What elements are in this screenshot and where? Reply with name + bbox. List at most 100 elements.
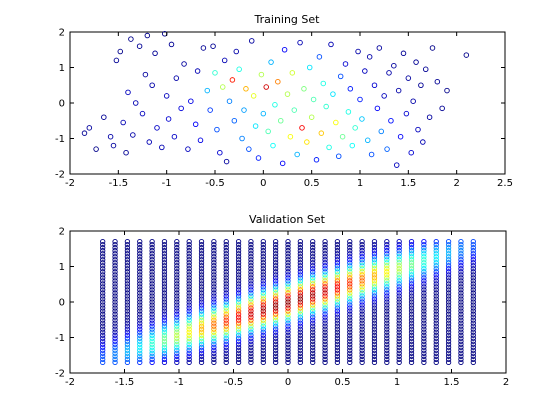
data-point: [359, 281, 365, 287]
data-point: [100, 242, 106, 248]
data-point: [137, 299, 143, 305]
data-point: [198, 323, 205, 329]
data-point: [318, 130, 325, 136]
data-point: [445, 293, 452, 299]
data-point: [470, 329, 476, 335]
data-point: [310, 278, 316, 284]
data-point: [396, 257, 402, 263]
x-tick-label: 1: [394, 377, 400, 388]
data-point: [359, 332, 365, 338]
data-point: [223, 308, 229, 314]
data-point: [149, 347, 155, 353]
data-point: [334, 293, 341, 299]
data-point: [112, 317, 118, 323]
data-point: [347, 281, 353, 287]
data-point: [297, 311, 303, 317]
data-point: [112, 284, 118, 290]
data-point: [470, 290, 476, 296]
data-point: [112, 344, 118, 350]
data-point: [297, 269, 303, 275]
data-point: [174, 248, 180, 254]
data-point: [186, 284, 192, 290]
data-point: [326, 144, 332, 151]
data-point: [248, 290, 254, 296]
data-point: [393, 162, 400, 168]
data-point: [149, 299, 155, 305]
data-point: [272, 299, 279, 305]
data-point: [285, 299, 291, 305]
data-point: [347, 323, 353, 329]
data-point: [186, 329, 192, 335]
data-point: [223, 287, 229, 293]
data-point: [137, 341, 143, 347]
data-point: [421, 314, 427, 320]
data-point: [223, 320, 229, 326]
data-point: [223, 251, 229, 257]
data-point: [198, 299, 205, 305]
data-point: [258, 71, 265, 78]
data-point: [359, 320, 365, 326]
data-point: [100, 287, 106, 293]
data-point: [421, 290, 427, 296]
data-point: [112, 269, 118, 275]
data-point: [149, 329, 155, 335]
data-point: [124, 314, 131, 320]
data-point: [149, 245, 155, 251]
data-point: [272, 308, 279, 314]
data-point: [124, 293, 131, 299]
data-point: [347, 356, 353, 362]
data-point: [297, 320, 303, 326]
data-point: [371, 278, 378, 284]
data-point: [152, 50, 158, 57]
data-point: [433, 251, 439, 257]
data-point: [241, 107, 247, 113]
data-point: [396, 248, 402, 254]
data-point: [174, 353, 180, 359]
data-point: [310, 257, 316, 263]
data-point: [161, 254, 168, 260]
data-point: [174, 356, 180, 362]
data-point: [112, 323, 118, 329]
data-point: [470, 299, 476, 305]
data-point: [124, 281, 131, 287]
data-point: [174, 251, 180, 257]
data-point: [124, 254, 131, 260]
data-point: [161, 242, 168, 248]
data-point: [408, 350, 415, 356]
data-point: [347, 350, 353, 356]
data-point: [470, 353, 476, 359]
data-point: [198, 290, 205, 296]
data-point: [223, 353, 229, 359]
data-point: [347, 290, 353, 296]
data-point: [137, 359, 143, 365]
data-point: [198, 281, 205, 287]
data-point: [334, 326, 341, 332]
data-point: [359, 347, 365, 353]
data-point: [368, 151, 375, 158]
data-point: [142, 71, 149, 78]
data-point: [174, 326, 180, 332]
data-point: [235, 302, 242, 308]
data-point: [433, 323, 439, 329]
data-point: [239, 135, 245, 142]
data-point: [347, 344, 353, 350]
data-point: [161, 335, 168, 341]
data-point: [396, 350, 402, 356]
data-point: [310, 296, 316, 302]
data-point: [371, 251, 378, 257]
data-point: [408, 326, 415, 332]
data-point: [445, 245, 452, 251]
data-point: [198, 338, 205, 344]
data-point: [161, 248, 168, 254]
data-point: [359, 116, 365, 122]
y-tick-label: 2: [59, 28, 65, 39]
data-point: [349, 142, 356, 149]
data-point: [161, 341, 168, 347]
data-point: [223, 284, 229, 290]
data-point: [445, 344, 452, 350]
data-point: [421, 296, 427, 302]
data-point: [235, 299, 242, 305]
data-point: [211, 356, 217, 362]
data-point: [470, 278, 476, 284]
data-point: [161, 245, 168, 251]
